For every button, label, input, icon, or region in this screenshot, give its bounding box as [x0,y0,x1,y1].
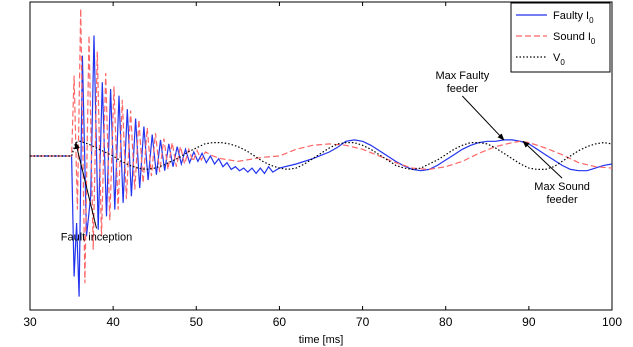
annotation-max-faulty: Max Faulty feeder [435,70,489,95]
series-line-faulty-i [30,35,613,297]
series-line-v [30,140,613,171]
x-tick-label: 60 [273,315,287,329]
legend-label-faulty-i: Faulty I0 [553,10,594,25]
x-tick-label: 70 [356,315,370,329]
annotation-fault-inception: Fault inception [61,231,133,243]
annotation-arrow-fault-inception [74,141,98,229]
x-tick-label: 50 [190,315,204,329]
legend: Faulty I0 Sound I0 V0 [510,2,611,73]
x-axis-title: time [ms] [299,334,344,346]
annotation-arrow-max-sound [522,140,563,179]
x-tick-label: 100 [602,315,622,329]
annotation-arrow-max-faulty [461,95,505,141]
x-tick-label: 40 [106,315,120,329]
annotation-max-sound: Max Sound feeder [534,181,590,206]
legend-label-sound-i: Sound I0 [553,31,596,46]
legend-label-v: V0 [553,52,565,67]
x-tick-label: 30 [23,315,37,329]
x-tick-label: 90 [522,315,536,329]
series-line-sound-i [30,8,613,284]
x-axis: 30 40 50 60 70 80 90 100 [23,2,622,329]
annotations: Fault inception Max Faulty feeder Max Sound… [61,70,590,243]
x-tick-label: 80 [439,315,453,329]
series-layer [30,8,613,297]
